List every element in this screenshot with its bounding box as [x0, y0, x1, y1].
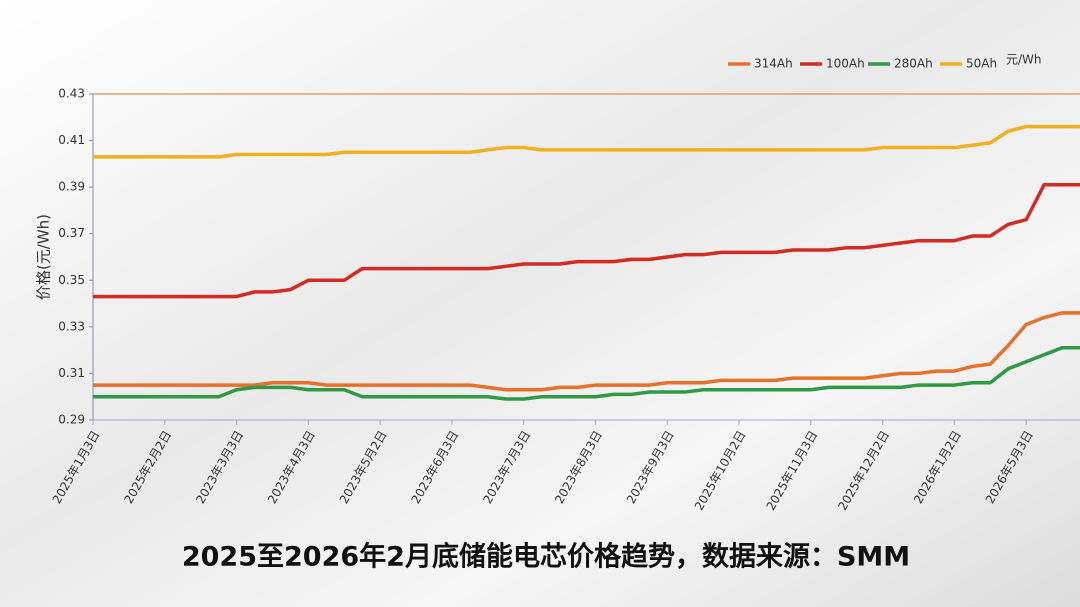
caption: 2025至2026年2月底储能电芯价格趋势，数据来源：SMM	[182, 541, 910, 573]
series-line	[93, 124, 1080, 159]
y-tick-label: 0.33	[58, 319, 85, 333]
series-line	[93, 346, 1080, 401]
series-line	[93, 183, 1080, 299]
y-tick-label: 0.37	[58, 226, 85, 240]
legend-label: 314Ah	[754, 57, 793, 71]
y-tick-label: 0.35	[58, 273, 85, 287]
y-tick-label: 0.31	[58, 366, 85, 380]
unit-label: 元/Wh	[1006, 53, 1042, 67]
y-axis-title: 价格(元/Wh)	[35, 214, 53, 300]
legend-label: 50Ah	[966, 57, 997, 71]
series-line	[93, 311, 1080, 392]
y-tick-label: 0.43	[58, 87, 85, 101]
y-tick-label: 0.39	[58, 180, 85, 194]
legend-label: 280Ah	[894, 57, 933, 71]
legend-label: 100Ah	[826, 57, 865, 71]
y-tick-label: 0.41	[58, 133, 85, 147]
y-tick-label: 0.29	[58, 413, 85, 427]
